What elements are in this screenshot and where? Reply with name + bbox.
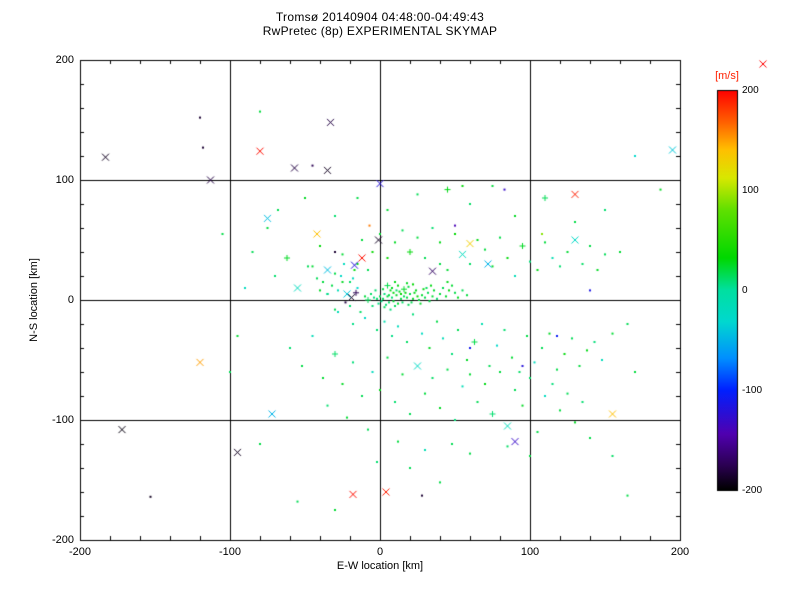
y-tick-label: -200 xyxy=(51,534,74,546)
colorbar-tick-label: 0 xyxy=(742,285,748,296)
x-tick-label: 0 xyxy=(376,546,384,558)
y-tick-label: -100 xyxy=(51,414,74,426)
y-tick-label: 200 xyxy=(55,54,74,66)
x-tick-label: -100 xyxy=(218,546,242,558)
y-tick-label: 0 xyxy=(67,294,74,306)
x-tick-label: -200 xyxy=(68,546,92,558)
y-axis-label: N-S location [km] xyxy=(28,258,40,342)
colorbar-tick-label: -200 xyxy=(742,485,763,496)
colorbar-tick-label: -100 xyxy=(742,385,763,396)
x-tick-label: 200 xyxy=(670,546,690,558)
plot-title-line1: Tromsø 20140904 04:48:00-04:49:43 xyxy=(275,10,485,24)
colorbar-tick-label: 100 xyxy=(742,185,759,196)
x-tick-label: 100 xyxy=(520,546,540,558)
plot-title-line2: RwPretec (8p) EXPERIMENTAL SKYMAP xyxy=(262,24,498,38)
y-tick-label: 100 xyxy=(55,174,74,186)
x-axis-label: E-W location [km] xyxy=(336,560,424,572)
colorbar-tick-label: 200 xyxy=(742,85,759,96)
colorbar-unit-label: [m/s] xyxy=(715,70,739,82)
